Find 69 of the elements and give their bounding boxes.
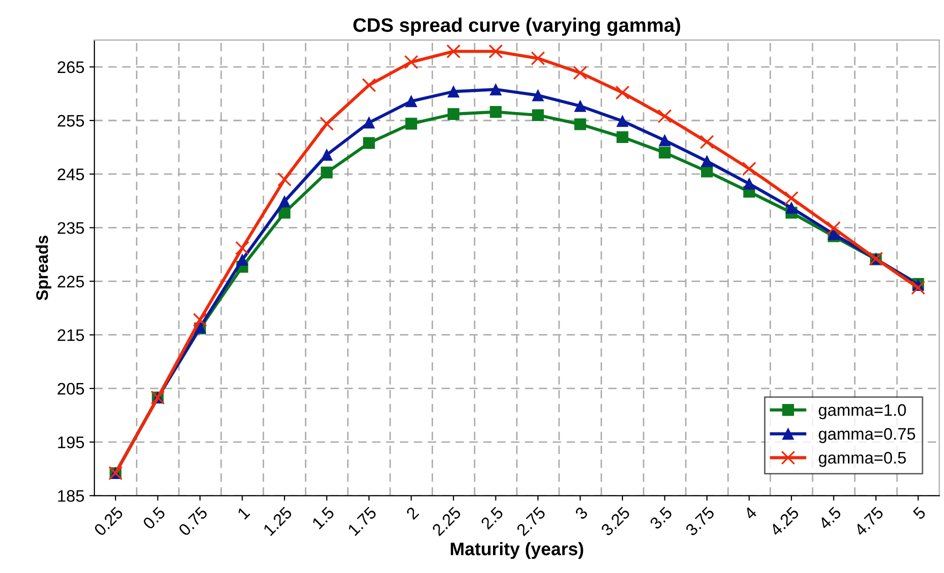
point <box>616 131 628 144</box>
point <box>446 44 461 58</box>
x-tick-label: 0.5 <box>142 506 166 530</box>
y-tick-label: 255 <box>58 114 84 127</box>
legend-label: gamma=0.5 <box>818 452 906 467</box>
chart-title: CDS spread curve (varying gamma) <box>353 18 680 36</box>
point <box>743 178 756 190</box>
point <box>658 109 672 124</box>
y-tick-label: 185 <box>58 490 84 502</box>
point <box>404 55 418 70</box>
legend-label: gamma=1.0 <box>818 404 906 420</box>
point <box>405 118 418 130</box>
point <box>615 86 630 100</box>
point <box>363 137 375 149</box>
x-tick-label: 3 <box>574 506 588 520</box>
y-tick-label: 205 <box>58 382 84 395</box>
point <box>320 148 333 161</box>
x-tick-label: 4.25 <box>769 506 800 537</box>
x-tick-label: 3.5 <box>649 506 673 530</box>
point <box>574 100 586 112</box>
y-tick-label: 225 <box>58 276 84 288</box>
point <box>574 118 586 130</box>
point <box>532 89 544 102</box>
point <box>192 312 208 327</box>
point <box>405 95 418 108</box>
point <box>277 172 292 187</box>
y-tick-label: 195 <box>58 436 84 448</box>
point <box>532 109 544 122</box>
point <box>911 280 926 295</box>
point <box>235 240 250 256</box>
point <box>236 254 248 266</box>
point <box>616 115 628 127</box>
x-tick-label: 5 <box>912 506 926 520</box>
point <box>701 155 713 168</box>
point <box>742 162 756 176</box>
legend-label: gamma=0.75 <box>818 428 916 444</box>
point <box>530 51 546 66</box>
x-axis-title: Maturity (years) <box>450 542 584 559</box>
x-tick-label: 0.75 <box>178 506 208 536</box>
point <box>363 116 375 129</box>
x-tick-label: 0.25 <box>93 506 124 536</box>
point <box>658 134 671 146</box>
x-tick-label: 4.5 <box>818 506 842 530</box>
y-tick-label: 265 <box>58 61 84 74</box>
y-tick-label: 245 <box>58 168 84 180</box>
point <box>362 78 376 92</box>
x-tick-label: 4 <box>743 506 758 520</box>
point <box>784 191 799 206</box>
y-tick-label: 215 <box>58 329 84 342</box>
x-tick-label: 1.5 <box>312 506 335 530</box>
point <box>278 196 290 208</box>
point <box>320 116 334 131</box>
point <box>700 134 714 150</box>
x-tick-label: 2 <box>406 506 420 520</box>
x-tick-label: 1 <box>237 506 250 520</box>
point <box>448 108 460 120</box>
point <box>573 66 588 80</box>
x-tick-label: 2.5 <box>480 506 504 530</box>
point <box>826 221 841 236</box>
point <box>488 44 503 58</box>
point <box>490 106 502 118</box>
point <box>786 202 798 214</box>
point <box>448 86 460 98</box>
y-tick-label: 235 <box>58 222 84 234</box>
point <box>320 166 333 178</box>
point <box>701 166 713 178</box>
point <box>490 84 502 96</box>
point <box>658 146 671 159</box>
y-axis-title: Spreads <box>36 236 52 300</box>
